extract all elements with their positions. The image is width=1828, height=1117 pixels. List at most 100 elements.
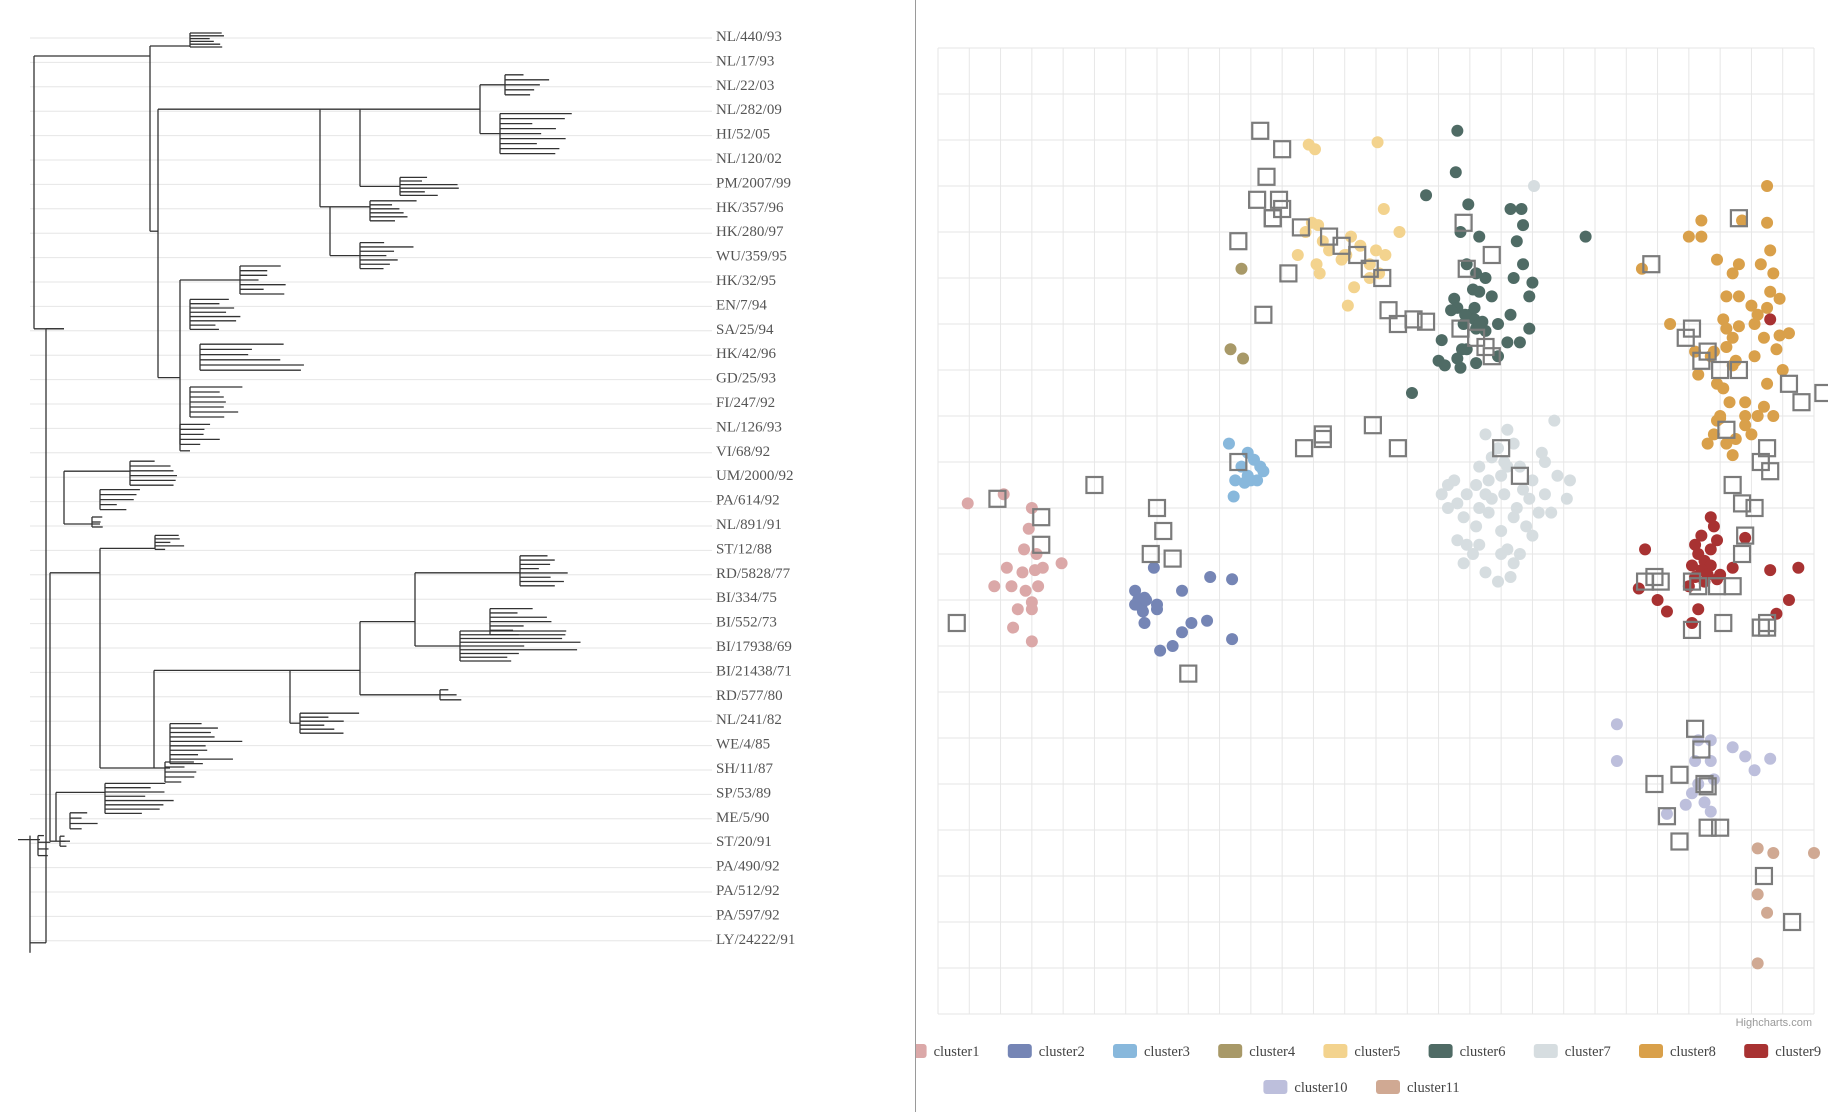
reference-point[interactable] (1682, 572, 1702, 591)
cluster6-point[interactable] (1517, 258, 1530, 271)
chart-credits[interactable]: Highcharts.com (1736, 1017, 1812, 1029)
cluster2-point[interactable] (1129, 598, 1142, 611)
cluster7-point[interactable] (1482, 474, 1495, 487)
legend-item-cluster8[interactable]: cluster8 (1639, 1044, 1716, 1060)
reference-point[interactable] (1229, 232, 1248, 251)
reference-point[interactable] (1657, 807, 1677, 826)
cluster7-point[interactable] (1470, 479, 1483, 491)
reference-point[interactable] (1711, 360, 1730, 380)
cluster3-point[interactable] (1222, 437, 1235, 450)
cluster3-point[interactable] (1227, 490, 1240, 503)
cluster7-point[interactable] (1479, 488, 1492, 501)
cluster3-point[interactable] (1251, 474, 1264, 487)
cluster7-point[interactable] (1460, 488, 1473, 501)
cluster7-point[interactable] (1473, 502, 1486, 514)
cluster9-point[interactable] (1704, 511, 1717, 524)
cluster6-point[interactable] (1435, 334, 1448, 347)
cluster9-point[interactable] (1770, 607, 1783, 620)
cluster9-point[interactable] (1764, 313, 1777, 326)
cluster8-point[interactable] (1695, 230, 1708, 243)
cluster2-point[interactable] (1129, 584, 1142, 597)
cluster10-point[interactable] (1610, 755, 1623, 767)
reference-point[interactable] (1141, 544, 1160, 564)
cluster8-point[interactable] (1739, 396, 1752, 409)
reference-point[interactable] (1711, 818, 1730, 837)
cluster7-point[interactable] (1451, 497, 1464, 510)
reference-point[interactable] (1085, 475, 1104, 495)
cluster1-point[interactable] (1055, 557, 1068, 570)
cluster11-point[interactable] (1761, 906, 1774, 919)
reference-point[interactable] (1686, 719, 1705, 738)
reference-point[interactable] (1682, 319, 1702, 338)
reference-point[interactable] (1814, 383, 1828, 403)
cluster10-point[interactable] (1685, 787, 1698, 800)
cluster1-point[interactable] (1022, 522, 1035, 535)
cluster6-point[interactable] (1438, 359, 1451, 372)
legend-item-cluster4[interactable]: cluster4 (1218, 1044, 1296, 1060)
reference-point[interactable] (1757, 439, 1777, 458)
legend-item-cluster3[interactable]: cluster3 (1113, 1044, 1190, 1060)
reference-point[interactable] (1360, 259, 1379, 278)
reference-point[interactable] (1670, 832, 1689, 851)
cluster8-point[interactable] (1773, 329, 1786, 342)
cluster6-point[interactable] (1510, 235, 1523, 248)
cluster7-point[interactable] (1479, 428, 1492, 441)
legend-item-cluster10[interactable]: cluster10 (1263, 1080, 1348, 1096)
cluster7-point[interactable] (1526, 529, 1539, 542)
reference-point[interactable] (1745, 498, 1764, 518)
reference-point[interactable] (1279, 264, 1298, 283)
cluster7-point[interactable] (1545, 506, 1558, 519)
cluster7-point[interactable] (1485, 451, 1498, 464)
cluster8-point[interactable] (1745, 428, 1758, 441)
cluster10-point[interactable] (1704, 805, 1717, 818)
cluster7-point[interactable] (1563, 474, 1576, 487)
cluster2-point[interactable] (1201, 614, 1214, 627)
cluster4-point[interactable] (1235, 262, 1248, 275)
cluster1-point[interactable] (1000, 561, 1013, 574)
reference-point[interactable] (1291, 218, 1311, 237)
cluster5-point[interactable] (1308, 143, 1321, 156)
cluster6-point[interactable] (1504, 203, 1517, 215)
reference-point[interactable] (1032, 508, 1051, 527)
cluster6-point[interactable] (1504, 308, 1517, 321)
cluster7-point[interactable] (1457, 557, 1470, 570)
reference-point[interactable] (1698, 818, 1717, 837)
cluster8-point[interactable] (1748, 350, 1761, 363)
cluster5-point[interactable] (1313, 267, 1326, 280)
cluster3-point[interactable] (1229, 474, 1242, 487)
reference-point[interactable] (1751, 452, 1770, 472)
cluster1-point[interactable] (1025, 635, 1038, 648)
reference-point[interactable] (1454, 213, 1473, 232)
cluster1-point[interactable] (1025, 596, 1038, 609)
reference-point[interactable] (1717, 420, 1736, 439)
cluster10-point[interactable] (1704, 734, 1717, 747)
cluster8-point[interactable] (1732, 320, 1745, 333)
cluster4-point[interactable] (1224, 343, 1237, 356)
reference-point[interactable] (1645, 567, 1664, 587)
cluster7-point[interactable] (1451, 534, 1464, 547)
cluster7-point[interactable] (1535, 446, 1548, 459)
cluster7-point[interactable] (1435, 488, 1448, 501)
cluster9-point[interactable] (1695, 529, 1708, 542)
cluster7-point[interactable] (1517, 483, 1530, 496)
cluster2-point[interactable] (1140, 594, 1153, 606)
cluster9-point[interactable] (1711, 534, 1724, 547)
cluster7-point[interactable] (1532, 506, 1545, 519)
cluster7-point[interactable] (1538, 488, 1551, 501)
cluster10-point[interactable] (1660, 807, 1673, 820)
reference-point[interactable] (1257, 167, 1276, 186)
cluster8-point[interactable] (1726, 331, 1739, 344)
reference-point[interactable] (1510, 466, 1530, 485)
reference-point[interactable] (1467, 328, 1486, 347)
cluster10-point[interactable] (1610, 718, 1623, 731)
cluster11-point[interactable] (1808, 847, 1820, 859)
cluster6-point[interactable] (1473, 230, 1486, 243)
cluster8-point[interactable] (1720, 437, 1733, 450)
legend-item-cluster2[interactable]: cluster2 (1007, 1044, 1085, 1060)
reference-point[interactable] (1457, 259, 1476, 278)
cluster8-point[interactable] (1707, 428, 1720, 441)
reference-point[interactable] (1179, 664, 1198, 683)
reference-point[interactable] (1388, 439, 1407, 458)
cluster8-point[interactable] (1689, 345, 1702, 358)
cluster5-point[interactable] (1370, 244, 1382, 257)
